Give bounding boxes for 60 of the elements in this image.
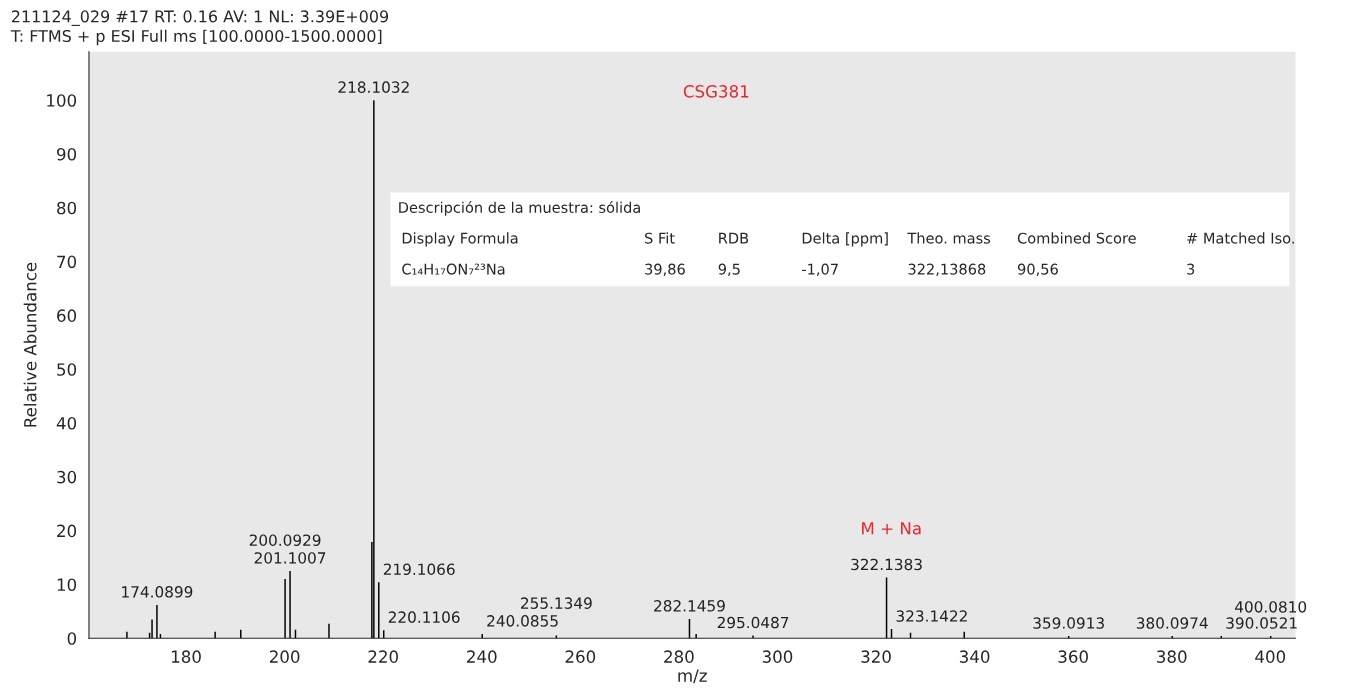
y-tick-label: 50 xyxy=(57,363,77,376)
x-tick-label: 340 xyxy=(959,650,990,663)
annotation: C₁₄H₁₇ON₇²³Na xyxy=(402,263,505,275)
y-tick-label: 100 xyxy=(47,94,77,107)
annotation: 240.0855 xyxy=(487,615,558,627)
chart-title: 211124_029 #17 RT: 0.16 AV: 1 NL: 3.39E+009 xyxy=(11,10,389,26)
x-tick-label: 400 xyxy=(1255,650,1286,663)
annotation: 390.0521 xyxy=(1226,617,1297,629)
annotation: 282.1459 xyxy=(654,600,725,612)
annotation: 322,13868 xyxy=(908,263,986,277)
annotation: 3 xyxy=(1187,263,1195,275)
annotation: 295.0487 xyxy=(717,616,789,629)
annotation: 323.1422 xyxy=(896,610,967,622)
annotation: 90,56 xyxy=(1017,263,1058,277)
annotation: Descripción de la muestra: sólida xyxy=(399,201,640,216)
y-tick-label: 80 xyxy=(57,201,77,215)
annotation: 9,5 xyxy=(718,263,740,277)
y-tick-label: 20 xyxy=(57,524,77,538)
annotation: Combined Score xyxy=(1017,232,1136,244)
annotation: 400.0810 xyxy=(1234,601,1307,613)
x-tick-label: 380 xyxy=(1157,650,1187,663)
x-tick-label: 220 xyxy=(368,650,398,663)
x-tick-label: 360 xyxy=(1058,650,1088,663)
y-tick-label: 40 xyxy=(56,416,77,430)
x-tick-label: 280 xyxy=(664,650,694,663)
x-axis-title: m/z xyxy=(678,669,707,684)
annotation: 39,86 xyxy=(645,263,685,277)
annotation: S Fit xyxy=(645,232,675,244)
annotation: Delta [ppm] xyxy=(802,232,888,247)
y-tick-label: 60 xyxy=(57,309,77,322)
annotation: 219.1066 xyxy=(383,563,455,576)
annotation: 218.1032 xyxy=(338,81,409,93)
annotation: 201.1007 xyxy=(254,552,326,564)
x-tick-label: 200 xyxy=(269,650,300,663)
annotation: 359.0913 xyxy=(1033,617,1104,629)
x-tick-label: 240 xyxy=(467,650,497,663)
annotation: Theo. mass xyxy=(907,232,991,244)
y-tick-label: 10 xyxy=(57,578,77,592)
chart-subtitle: T: FTMS + p ESI Full ms [100.0000-1500.0000] xyxy=(10,29,382,46)
y-tick-label: 70 xyxy=(57,255,77,269)
annotation: 380.0974 xyxy=(1136,617,1208,629)
annotation: M + Na xyxy=(862,522,921,535)
annotation: RDB xyxy=(719,232,749,244)
annotation: 174.0899 xyxy=(122,586,193,598)
annotation: 220.1106 xyxy=(388,611,460,623)
y-tick-label: 0 xyxy=(67,632,77,645)
annotation: 200.0929 xyxy=(249,534,321,546)
annotation: 322.1383 xyxy=(851,558,922,571)
x-tick-label: 300 xyxy=(762,650,793,663)
annotation: CSG381 xyxy=(683,85,749,98)
annotation: 255.1349 xyxy=(521,597,592,609)
x-tick-label: 260 xyxy=(565,650,596,663)
x-tick-label: 180 xyxy=(171,650,201,663)
annotation: Display Formula xyxy=(402,232,518,247)
annotation: -1,07 xyxy=(802,263,838,277)
annotation: # Matched Iso. xyxy=(1187,232,1294,244)
y-tick-label: 90 xyxy=(57,147,77,161)
y-axis-title: Relative Abundance xyxy=(23,262,37,427)
x-tick-label: 320 xyxy=(861,650,891,663)
y-tick-label: 30 xyxy=(57,470,77,484)
